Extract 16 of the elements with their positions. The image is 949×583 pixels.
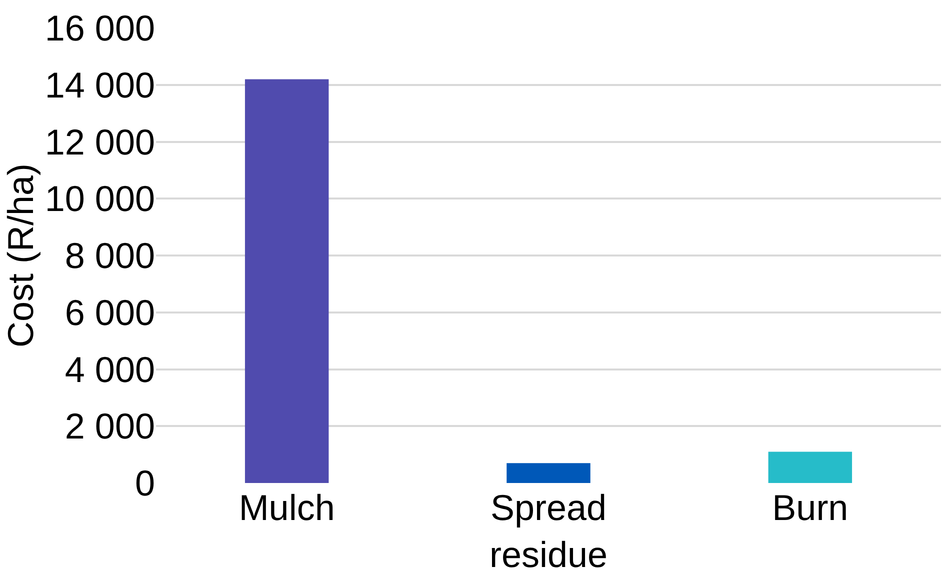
x-tick-label: Mulch <box>238 487 335 528</box>
bar <box>506 463 590 483</box>
y-tick-label: 12 000 <box>44 121 155 162</box>
y-tick-label: 6 000 <box>64 292 155 333</box>
x-tick-label: Burn <box>772 487 848 528</box>
y-tick-label: 0 <box>134 462 155 504</box>
bar <box>244 79 329 483</box>
y-axis-title: Cost (R/ha) <box>0 163 41 348</box>
y-tick-label: 14 000 <box>44 64 155 106</box>
y-tick-label: 10 000 <box>44 178 155 220</box>
y-tick-label: 2 000 <box>64 406 155 447</box>
x-tick-label: Spread residue <box>489 487 608 575</box>
y-tick-label: 16 000 <box>44 8 155 49</box>
y-tick-label: 8 000 <box>64 235 155 276</box>
y-tick-label: 4 000 <box>64 348 155 390</box>
bar <box>768 452 852 483</box>
